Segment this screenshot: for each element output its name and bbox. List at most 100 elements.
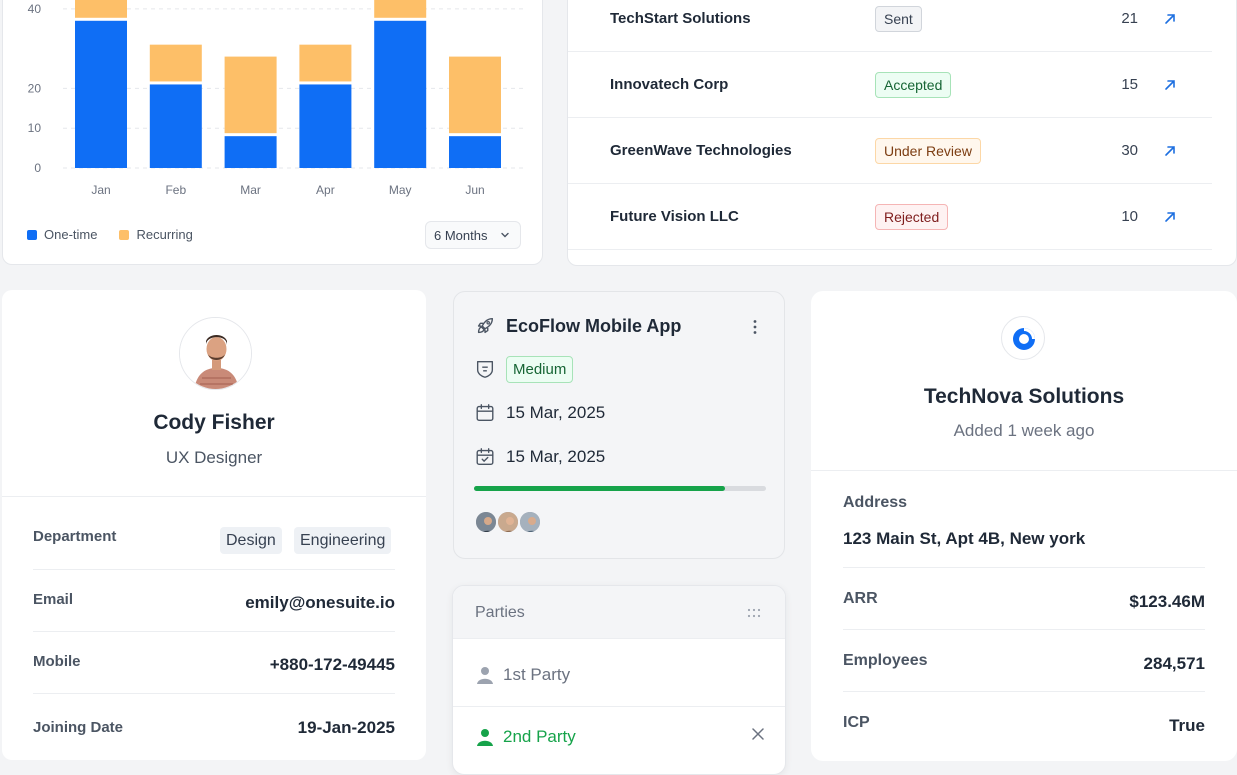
profile-name: Cody Fisher xyxy=(153,411,275,434)
revenue-chart-card: 0 10 20 40 Jan Feb Mar Apr May Jun One-time Recur… xyxy=(2,0,543,265)
member-avatar[interactable] xyxy=(474,510,498,534)
close-icon[interactable] xyxy=(751,727,765,741)
divider xyxy=(811,470,1237,471)
table-row[interactable]: TechStart Solutions Sent 21 xyxy=(568,0,1212,52)
drag-handle-icon[interactable] xyxy=(746,606,762,620)
department-tag: Design xyxy=(220,527,282,554)
detail-label: ICP xyxy=(843,714,870,731)
person-avatar-icon xyxy=(180,318,251,389)
arrow-up-right-icon[interactable] xyxy=(1162,11,1178,27)
start-date: 15 Mar, 2025 xyxy=(506,403,606,422)
detail-row-arr: ARR $123.46M xyxy=(843,568,1205,630)
proposal-count: 10 xyxy=(1121,208,1138,225)
y-tick-label: 40 xyxy=(28,2,42,16)
detail-label: Department xyxy=(33,528,117,545)
detail-row-department: Department Design Engineering xyxy=(33,508,395,570)
table-row[interactable]: GreenWave Technologies Under Review 30 xyxy=(568,118,1212,184)
legend-item-one-time: One-time xyxy=(27,227,97,242)
bar-one-time xyxy=(449,136,501,168)
detail-label: Employees xyxy=(843,652,928,669)
detail-label: Address xyxy=(843,494,908,511)
icp-value: True xyxy=(1169,716,1205,735)
user-icon xyxy=(477,729,493,746)
bar-recurring xyxy=(149,44,202,82)
arr-value: $123.46M xyxy=(1129,592,1205,611)
member-avatar[interactable] xyxy=(496,510,520,534)
profile-role: UX Designer xyxy=(165,448,263,467)
department-tag: Engineering xyxy=(294,527,392,554)
table-row[interactable]: Future Vision LLC Rejected 10 xyxy=(568,184,1212,250)
arrow-up-right-icon[interactable] xyxy=(1162,77,1178,93)
party-label: 1st Party xyxy=(503,665,571,684)
chevron-down-icon xyxy=(501,232,509,238)
member-avatar[interactable] xyxy=(518,510,542,534)
mobile-value: +880-172-49445 xyxy=(269,655,395,674)
detail-label: Joining Date xyxy=(33,719,124,736)
company-logo xyxy=(1001,316,1045,360)
party-item-2nd[interactable]: 2nd Party xyxy=(453,707,785,769)
detail-label: Email xyxy=(33,591,74,608)
x-tick-label: Feb xyxy=(165,183,186,197)
status-badge: Under Review xyxy=(875,137,981,164)
proposal-company: GreenWave Technologies xyxy=(610,142,792,159)
person-icon xyxy=(520,512,540,532)
party-label: 2nd Party xyxy=(503,727,576,746)
person-icon xyxy=(498,512,518,532)
priority-badge: Medium xyxy=(506,356,574,383)
progress-fill xyxy=(474,486,726,491)
detail-row-icp: ICP True xyxy=(843,692,1205,754)
company-card: TechNova Solutions Added 1 week ago Addr… xyxy=(811,291,1237,761)
proposal-company: Future Vision LLC xyxy=(610,208,739,225)
y-tick-label: 10 xyxy=(28,121,42,135)
person-icon xyxy=(476,512,496,532)
project-card[interactable]: EcoFlow Mobile App Medium 15 Mar, 2025 1… xyxy=(453,291,785,559)
parties-title: Parties xyxy=(475,604,525,621)
bar-one-time xyxy=(374,20,427,169)
address-value: 123 Main St, Apt 4B, New york xyxy=(843,529,1086,548)
company-logo-icon xyxy=(1013,328,1035,350)
calendar-icon xyxy=(476,404,494,422)
bar-recurring xyxy=(449,56,501,134)
proposal-count: 21 xyxy=(1121,10,1138,27)
email-value[interactable]: emily@onesuite.io xyxy=(245,593,395,612)
legend-label-recurring: Recurring xyxy=(136,227,193,242)
proposal-company: Innovatech Corp xyxy=(610,76,729,93)
detail-label: ARR xyxy=(843,590,878,607)
bar-one-time xyxy=(149,84,202,168)
bar-recurring xyxy=(374,0,427,18)
chart-legend: One-time Recurring xyxy=(27,227,193,242)
status-badge: Sent xyxy=(875,5,922,32)
progress-bar xyxy=(474,486,766,491)
status-badge: Accepted xyxy=(875,71,952,98)
period-dropdown[interactable]: 6 Months xyxy=(425,221,521,249)
detail-row-mobile: Mobile +880-172-49445 xyxy=(33,632,395,694)
x-tick-label: May xyxy=(389,183,412,197)
party-item-1st[interactable]: 1st Party xyxy=(453,645,785,707)
more-vertical-icon[interactable] xyxy=(746,318,764,336)
project-title: EcoFlow Mobile App xyxy=(506,316,682,336)
detail-row-address: Address 123 Main St, Apt 4B, New york xyxy=(843,471,1205,568)
arrow-up-right-icon[interactable] xyxy=(1162,143,1178,159)
y-tick-label: 20 xyxy=(28,81,42,95)
user-icon xyxy=(477,667,493,684)
table-row[interactable]: Innovatech Corp Accepted 15 xyxy=(568,52,1212,118)
arrow-up-right-icon[interactable] xyxy=(1162,209,1178,225)
bar-one-time xyxy=(299,84,352,168)
x-tick-label: Apr xyxy=(316,183,335,197)
detail-label: Mobile xyxy=(33,653,81,670)
calendar-check-icon xyxy=(476,448,494,466)
detail-row-email: Email emily@onesuite.io xyxy=(33,570,395,632)
due-date: 15 Mar, 2025 xyxy=(506,447,606,466)
bar-recurring xyxy=(224,56,277,134)
parties-header: Parties xyxy=(453,586,785,639)
y-tick-label: 0 xyxy=(34,161,41,175)
joining-date-value: 19-Jan-2025 xyxy=(297,718,395,737)
status-badge: Rejected xyxy=(875,203,949,230)
bar-recurring xyxy=(299,44,352,82)
company-added-time: Added 1 week ago xyxy=(953,421,1095,440)
legend-item-recurring: Recurring xyxy=(119,227,193,242)
proposals-table-card: TechStart Solutions Sent 21 Innovatech C… xyxy=(567,0,1237,266)
avatar xyxy=(179,317,252,390)
bar-one-time xyxy=(224,136,277,168)
employees-value: 284,571 xyxy=(1143,654,1205,673)
